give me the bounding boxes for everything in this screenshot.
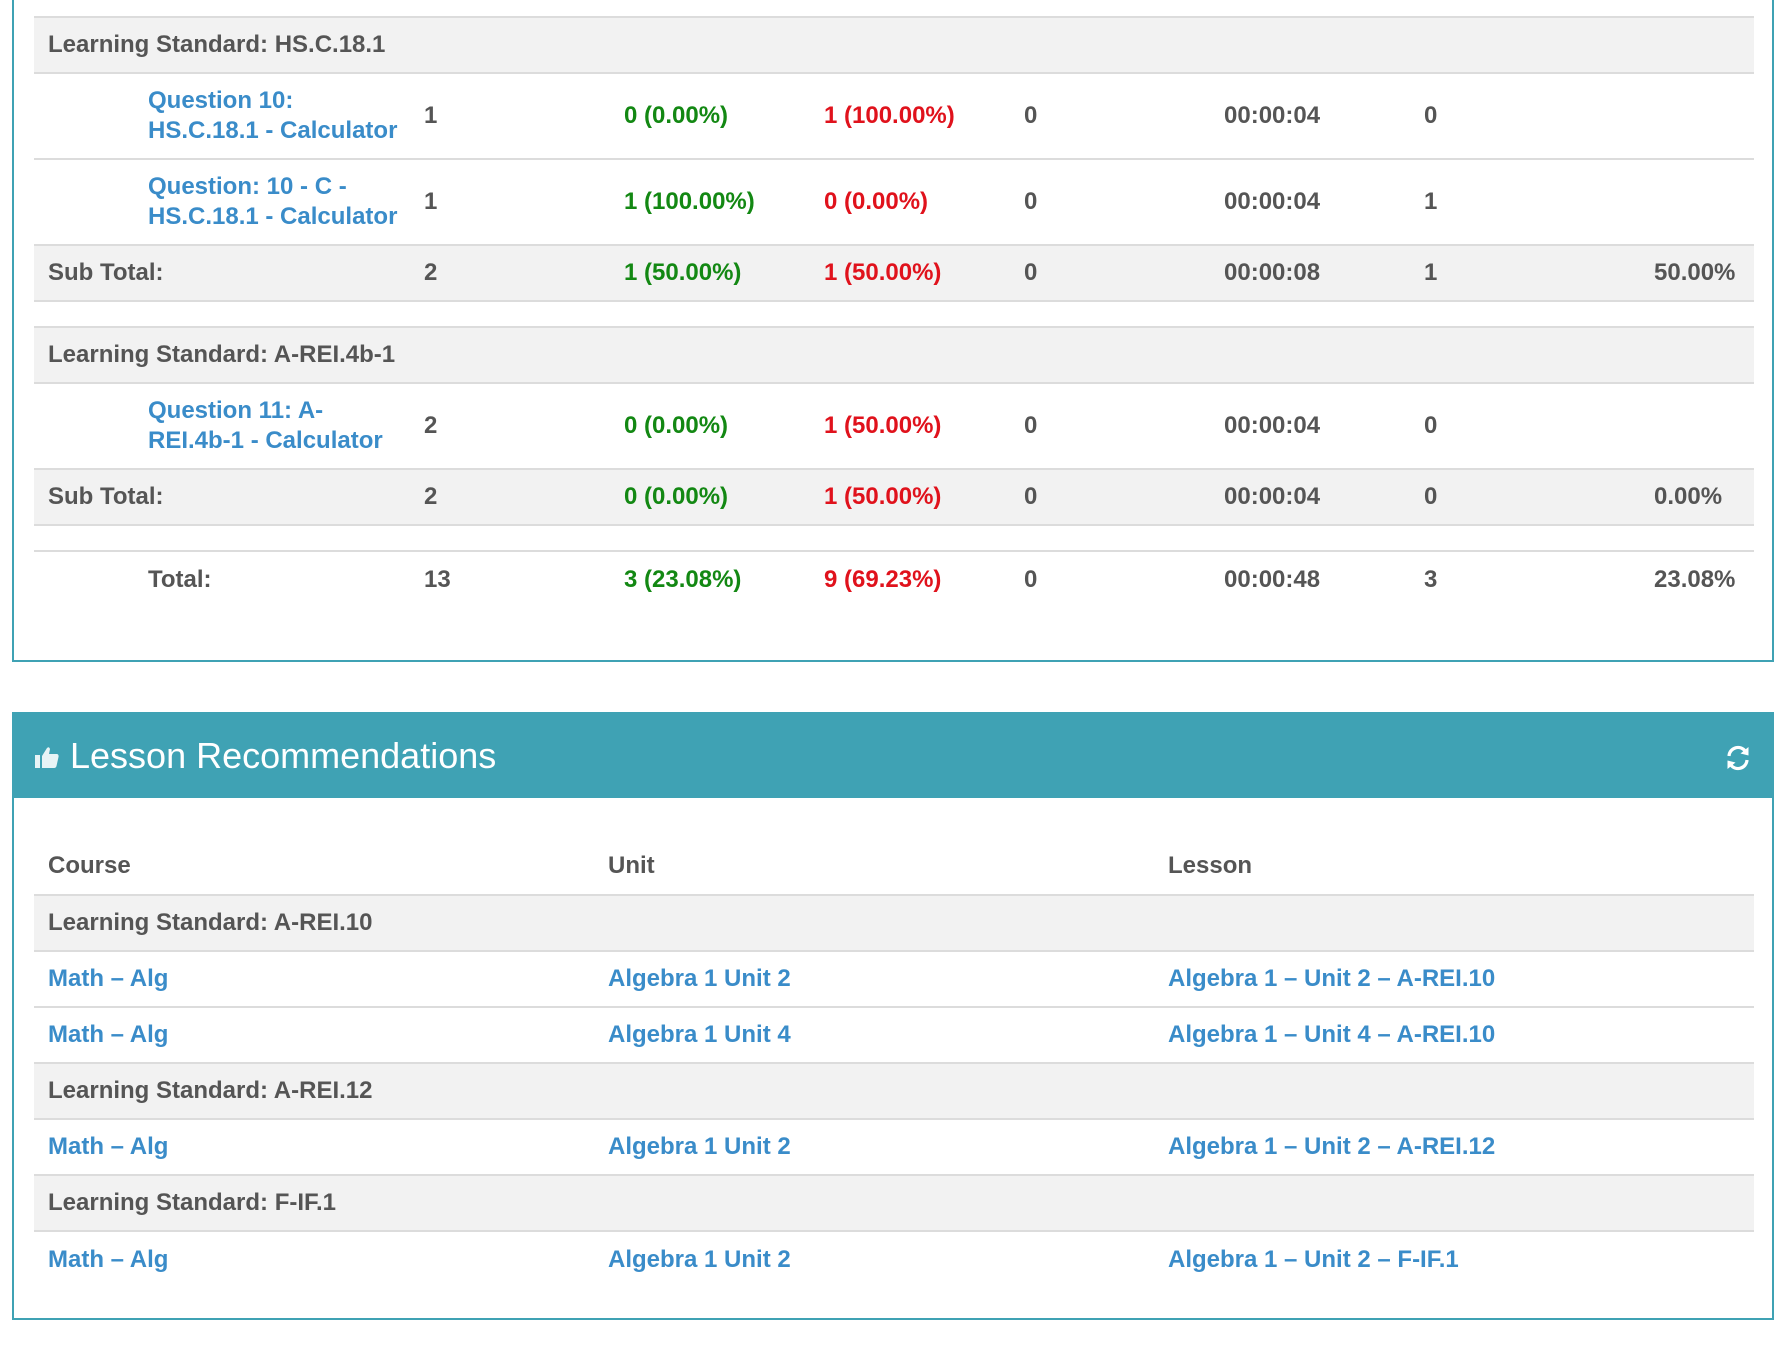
refresh-icon[interactable] (1724, 744, 1752, 772)
correct-cell: 3 (23.08%) (624, 566, 742, 593)
score-cell: 1 (1424, 188, 1438, 215)
panel-title: Lesson Recommendations (70, 735, 497, 776)
question-title-line: REI.4b-1 - Calculator (148, 427, 383, 454)
time-cell: 00:00:08 (1224, 259, 1321, 286)
time-cell: 00:00:04 (1224, 188, 1321, 215)
column-header-lesson: Lesson (1168, 852, 1253, 879)
standard-label: Learning Standard: A-REI.12 (48, 1077, 373, 1104)
subtotal-row: Sub Total: 2 1 (50.00%) 1 (50.00%) 0 00:… (34, 246, 1754, 302)
subtotal-row: Sub Total: 2 0 (0.00%) 1 (50.00%) 0 00:0… (34, 470, 1754, 526)
standard-header-row: Learning Standard: HS.C.18.1 (34, 16, 1754, 74)
lesson-row: Math – Alg Algebra 1 Unit 4 Algebra 1 – … (34, 1008, 1754, 1064)
question-row: Question 10: HS.C.18.1 - Calculator 1 0 … (34, 74, 1754, 160)
standard-label: Learning Standard: HS.C.18.1 (48, 31, 386, 58)
lesson-link[interactable]: Algebra 1 – Unit 2 – F-IF.1 (1168, 1246, 1459, 1273)
score-cell: 0 (1424, 102, 1438, 129)
lesson-link[interactable]: Algebra 1 – Unit 4 – A-REI.10 (1168, 1021, 1496, 1048)
score-cell: 0 (1424, 483, 1438, 510)
attempts-cell: 1 (424, 102, 438, 129)
standard-header-row: Learning Standard: A-REI.12 (34, 1064, 1754, 1120)
skipped-cell: 0 (1024, 566, 1038, 593)
subtotal-label: Sub Total: (48, 259, 164, 286)
correct-cell: 0 (0.00%) (624, 483, 729, 510)
skipped-cell: 0 (1024, 188, 1038, 215)
lesson-link[interactable]: Algebra 1 – Unit 2 – A-REI.10 (1168, 965, 1496, 992)
course-link[interactable]: Math – Alg (48, 1246, 169, 1273)
score-cell: 0 (1424, 412, 1438, 439)
question-title-line: Question: 10 - C - (148, 173, 347, 200)
lesson-row: Math – Alg Algebra 1 Unit 2 Algebra 1 – … (34, 952, 1754, 1008)
attempts-cell: 2 (424, 412, 438, 439)
unit-link[interactable]: Algebra 1 Unit 2 (608, 965, 791, 992)
incorrect-cell: 1 (50.00%) (824, 412, 942, 439)
percent-cell: 50.00% (1654, 259, 1736, 286)
correct-cell: 1 (100.00%) (624, 188, 755, 215)
percent-cell: 23.08% (1654, 566, 1736, 593)
course-link[interactable]: Math – Alg (48, 965, 169, 992)
question-report-panel: Learning Standard: HS.C.18.1 Question 10… (12, 0, 1774, 662)
correct-cell: 0 (0.00%) (624, 412, 729, 439)
skipped-cell: 0 (1024, 483, 1038, 510)
question-row: Question 11: A- REI.4b-1 - Calculator 2 … (34, 384, 1754, 470)
standard-header-row: Learning Standard: A-REI.10 (34, 896, 1754, 952)
incorrect-cell: 0 (0.00%) (824, 188, 929, 215)
question-link[interactable]: Question: 10 - C - HS.C.18.1 - Calculato… (148, 160, 397, 244)
skipped-cell: 0 (1024, 259, 1038, 286)
question-title-line: Question 11: A- (148, 397, 324, 424)
question-link[interactable]: Question 11: A- REI.4b-1 - Calculator (148, 384, 383, 468)
correct-cell: 0 (0.00%) (624, 102, 729, 129)
thumbs-up-icon (35, 747, 59, 768)
skipped-cell: 0 (1024, 412, 1038, 439)
time-cell: 00:00:04 (1224, 483, 1321, 510)
lesson-link[interactable]: Algebra 1 – Unit 2 – A-REI.12 (1168, 1133, 1496, 1160)
attempts-cell: 2 (424, 259, 438, 286)
question-link[interactable]: Question 10: HS.C.18.1 - Calculator (148, 74, 397, 158)
lesson-row: Math – Alg Algebra 1 Unit 2 Algebra 1 – … (34, 1232, 1754, 1288)
time-cell: 00:00:04 (1224, 102, 1321, 129)
standard-header-row: Learning Standard: A-REI.4b-1 (34, 326, 1754, 384)
unit-link[interactable]: Algebra 1 Unit 2 (608, 1133, 791, 1160)
total-row: Total: 13 3 (23.08%) 9 (69.23%) 0 00:00:… (34, 550, 1754, 608)
lesson-recommendations-panel: Lesson Recommendations Course Unit Lesso… (12, 712, 1774, 1320)
total-label: Total: (148, 566, 212, 593)
skipped-cell: 0 (1024, 102, 1038, 129)
unit-link[interactable]: Algebra 1 Unit 2 (608, 1246, 791, 1273)
incorrect-cell: 9 (69.23%) (824, 566, 942, 593)
standard-label: Learning Standard: A-REI.4b-1 (48, 341, 396, 368)
panel-header: Lesson Recommendations (14, 714, 1772, 798)
incorrect-cell: 1 (50.00%) (824, 483, 942, 510)
question-title-line: HS.C.18.1 - Calculator (148, 117, 398, 144)
time-cell: 00:00:48 (1224, 566, 1321, 593)
attempts-cell: 1 (424, 188, 438, 215)
question-row: Question: 10 - C - HS.C.18.1 - Calculato… (34, 160, 1754, 246)
standard-header-row: Learning Standard: F-IF.1 (34, 1176, 1754, 1232)
attempts-cell: 2 (424, 483, 438, 510)
time-cell: 00:00:04 (1224, 412, 1321, 439)
lesson-row: Math – Alg Algebra 1 Unit 2 Algebra 1 – … (34, 1120, 1754, 1176)
incorrect-cell: 1 (50.00%) (824, 259, 942, 286)
score-cell: 3 (1424, 566, 1438, 593)
attempts-cell: 13 (424, 566, 451, 593)
course-link[interactable]: Math – Alg (48, 1021, 169, 1048)
score-cell: 1 (1424, 259, 1438, 286)
percent-cell: 0.00% (1654, 483, 1723, 510)
course-link[interactable]: Math – Alg (48, 1133, 169, 1160)
question-title-line: HS.C.18.1 - Calculator (148, 203, 398, 230)
correct-cell: 1 (50.00%) (624, 259, 742, 286)
column-header-unit: Unit (608, 852, 655, 879)
unit-link[interactable]: Algebra 1 Unit 4 (608, 1021, 791, 1048)
table-header-row: Course Unit Lesson (34, 838, 1754, 896)
incorrect-cell: 1 (100.00%) (824, 102, 955, 129)
question-title-line: Question 10: (148, 87, 294, 114)
column-header-course: Course (48, 852, 131, 879)
standard-label: Learning Standard: A-REI.10 (48, 909, 373, 936)
standard-label: Learning Standard: F-IF.1 (48, 1189, 337, 1216)
subtotal-label: Sub Total: (48, 483, 164, 510)
